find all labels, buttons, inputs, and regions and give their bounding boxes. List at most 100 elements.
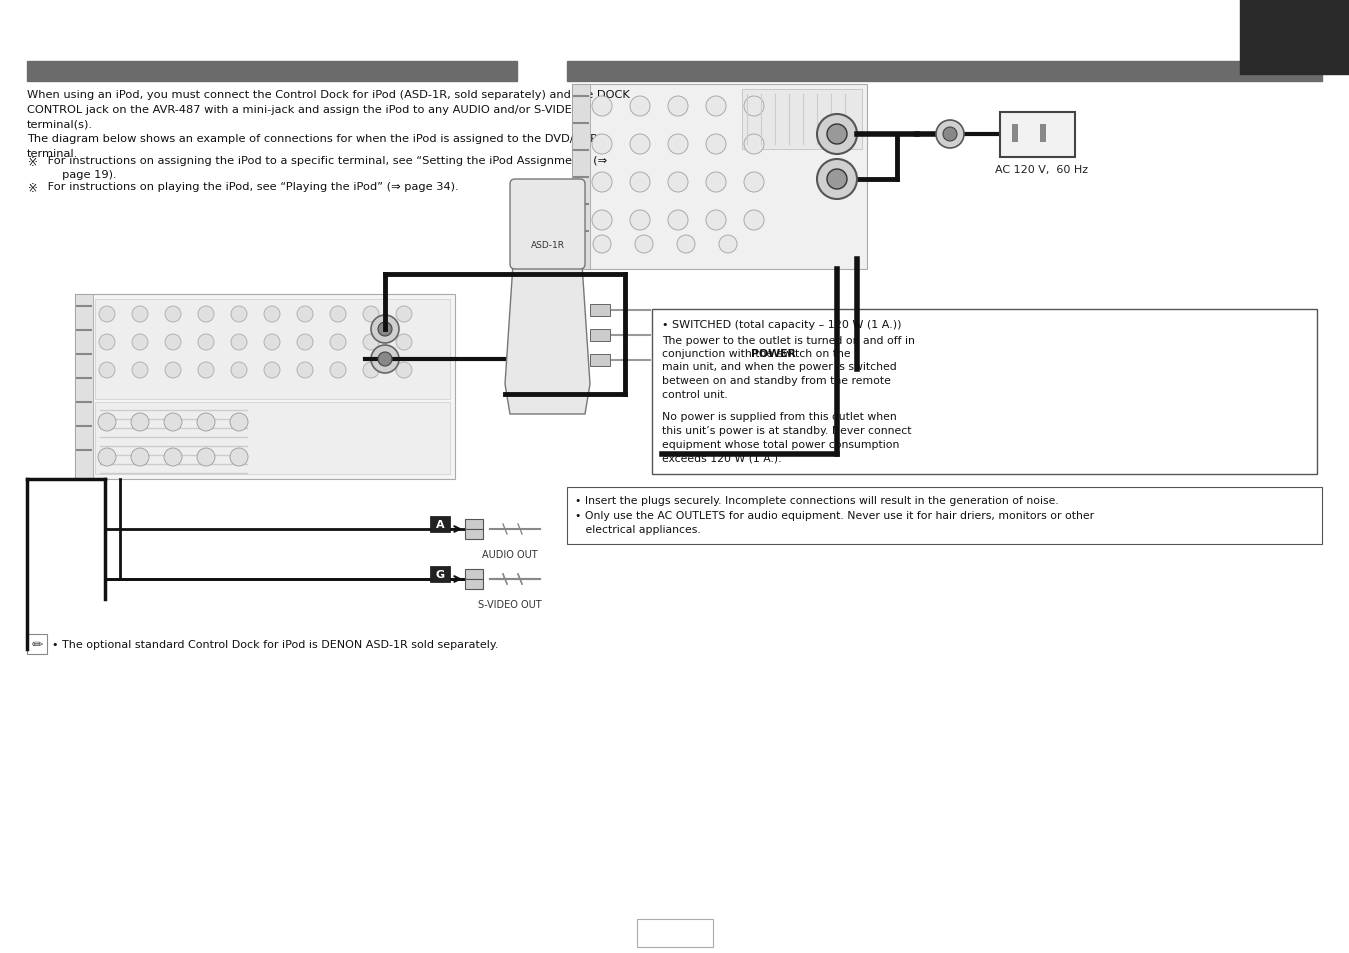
Text: A: A: [436, 519, 444, 530]
Bar: [465, 579, 483, 589]
Circle shape: [98, 363, 115, 378]
Circle shape: [378, 323, 393, 336]
Text: 14: 14: [665, 925, 684, 941]
Text: S-VIDEO OUT: S-VIDEO OUT: [478, 599, 542, 609]
Circle shape: [817, 160, 857, 200]
Circle shape: [132, 335, 148, 351]
Circle shape: [630, 135, 650, 154]
Circle shape: [264, 363, 281, 378]
Text: AC 120 V,  60 Hz: AC 120 V, 60 Hz: [996, 165, 1089, 174]
Circle shape: [668, 135, 688, 154]
Circle shape: [165, 363, 181, 378]
Circle shape: [668, 211, 688, 231]
Circle shape: [817, 115, 857, 154]
Text: • The optional standard Control Dock for iPod is DENON ASD-1R sold separately.: • The optional standard Control Dock for…: [53, 639, 499, 649]
Circle shape: [165, 307, 181, 323]
Bar: [76, 294, 93, 479]
Circle shape: [630, 97, 650, 117]
Bar: [94, 299, 451, 399]
Text: ※: ※: [28, 156, 38, 169]
Circle shape: [745, 211, 764, 231]
Text: AUDIO OUT: AUDIO OUT: [482, 550, 538, 559]
Text: For instructions on assigning the iPod to a specific terminal, see “Setting the : For instructions on assigning the iPod t…: [45, 156, 607, 180]
Circle shape: [331, 307, 345, 323]
Circle shape: [706, 97, 726, 117]
Circle shape: [165, 414, 182, 432]
Circle shape: [331, 363, 345, 378]
Circle shape: [98, 307, 115, 323]
Circle shape: [98, 414, 116, 432]
Bar: [572, 85, 867, 270]
Circle shape: [677, 235, 695, 253]
Circle shape: [371, 346, 399, 374]
Circle shape: [229, 449, 248, 467]
Circle shape: [231, 363, 247, 378]
Text: The power to the outlet is turned on and off in: The power to the outlet is turned on and…: [662, 335, 915, 346]
Text: ※: ※: [28, 182, 38, 194]
Circle shape: [745, 135, 764, 154]
Bar: [1000, 112, 1075, 158]
Bar: [430, 566, 451, 582]
Circle shape: [198, 335, 214, 351]
Circle shape: [363, 363, 379, 378]
Circle shape: [592, 97, 612, 117]
Text: ✏: ✏: [31, 638, 43, 651]
Bar: [1012, 125, 1018, 143]
Circle shape: [132, 363, 148, 378]
Circle shape: [378, 353, 393, 367]
Bar: [465, 569, 483, 579]
Circle shape: [363, 335, 379, 351]
Circle shape: [827, 125, 847, 145]
Bar: [567, 62, 1322, 82]
Circle shape: [231, 335, 247, 351]
Circle shape: [197, 449, 214, 467]
FancyBboxPatch shape: [510, 180, 585, 270]
Text: ASD-1R: ASD-1R: [530, 240, 564, 250]
Circle shape: [668, 97, 688, 117]
Circle shape: [706, 135, 726, 154]
Circle shape: [131, 414, 148, 432]
Circle shape: [594, 235, 611, 253]
Circle shape: [165, 335, 181, 351]
Circle shape: [297, 307, 313, 323]
Circle shape: [668, 172, 688, 193]
Bar: [590, 330, 610, 341]
Circle shape: [397, 335, 411, 351]
Circle shape: [719, 235, 737, 253]
Circle shape: [936, 121, 965, 149]
Bar: [94, 402, 451, 475]
Text: No power is supplied from this outlet when
this unit’s power is at standby. Neve: No power is supplied from this outlet wh…: [662, 412, 912, 463]
Bar: [637, 919, 712, 947]
Bar: [590, 355, 610, 367]
Circle shape: [745, 97, 764, 117]
Circle shape: [397, 307, 411, 323]
Text: electrical appliances.: electrical appliances.: [575, 524, 700, 535]
Bar: [430, 517, 451, 533]
Circle shape: [198, 307, 214, 323]
Bar: [567, 488, 1322, 544]
Text: When using an iPod, you must connect the Control Dock for iPod (ASD-1R, sold sep: When using an iPod, you must connect the…: [27, 90, 630, 159]
Circle shape: [331, 335, 345, 351]
Circle shape: [132, 307, 148, 323]
Circle shape: [706, 211, 726, 231]
Text: • Insert the plugs securely. Incomplete connections will result in the generatio: • Insert the plugs securely. Incomplete …: [575, 496, 1059, 505]
Circle shape: [630, 211, 650, 231]
Circle shape: [229, 414, 248, 432]
Circle shape: [745, 172, 764, 193]
Circle shape: [397, 363, 411, 378]
Text: G: G: [436, 569, 445, 579]
Bar: [742, 90, 862, 150]
Text: POWER: POWER: [751, 349, 796, 358]
Text: main unit, and when the power is switched
between on and standby from the remote: main unit, and when the power is switche…: [662, 361, 897, 399]
Circle shape: [592, 135, 612, 154]
Text: switch on the: switch on the: [774, 349, 851, 358]
Circle shape: [98, 335, 115, 351]
Text: For instructions on playing the iPod, see “Playing the iPod” (⇒ page 34).: For instructions on playing the iPod, se…: [45, 182, 459, 192]
Circle shape: [264, 335, 281, 351]
Circle shape: [98, 449, 116, 467]
Bar: [652, 310, 1317, 475]
Polygon shape: [505, 234, 590, 415]
Bar: [465, 519, 483, 530]
Text: • Only use the AC OUTLETS for audio equipment. Never use it for hair driers, mon: • Only use the AC OUTLETS for audio equi…: [575, 511, 1094, 520]
Circle shape: [630, 172, 650, 193]
